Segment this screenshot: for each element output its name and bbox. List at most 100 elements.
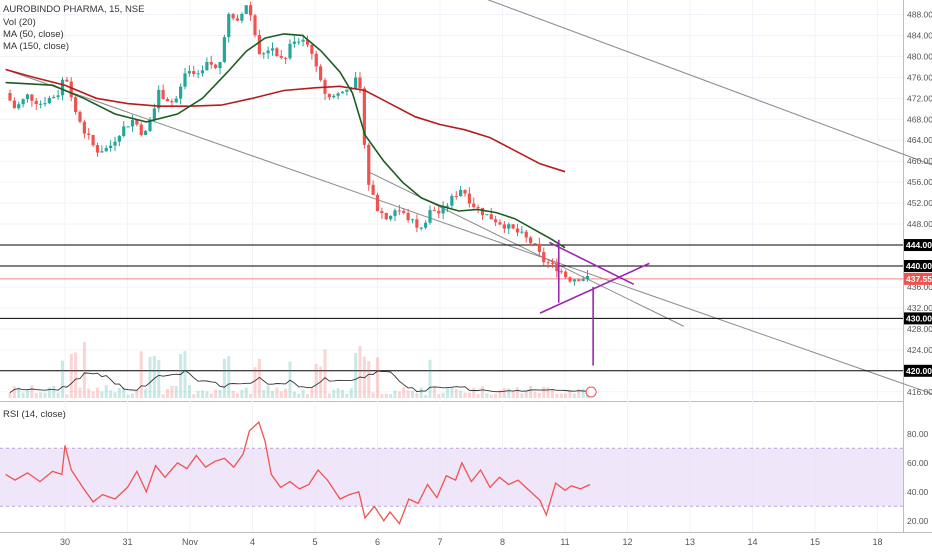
volume-bar <box>12 386 16 398</box>
legend-ma150[interactable]: MA (150, close) <box>3 41 73 52</box>
candle-body <box>126 126 130 128</box>
volume-bar <box>301 389 305 398</box>
volume-bar <box>389 393 393 398</box>
time-tick-label: Nov <box>182 537 199 547</box>
volume-bar <box>380 394 384 398</box>
axis-labels-layer: 3031Nov4567811121314151819488.00484.0048… <box>60 9 932 547</box>
volume-bar <box>56 392 60 398</box>
volume-bar <box>47 387 51 398</box>
price-tick-label: 448.00 <box>907 219 932 229</box>
rsi-label: RSI (14, close) <box>3 409 66 420</box>
volume-bar <box>244 387 248 398</box>
candle-body <box>476 207 480 209</box>
candle-body <box>135 120 139 125</box>
volume-bar <box>157 360 161 398</box>
rsi-pane <box>0 420 903 525</box>
candle-body <box>520 231 524 233</box>
candle-body <box>542 252 546 263</box>
volume-bar <box>323 349 327 398</box>
volume-bar <box>472 387 476 398</box>
volume-bar <box>187 385 191 398</box>
candle-body <box>310 44 314 54</box>
volume-bar <box>489 394 493 398</box>
candle-body <box>336 93 340 96</box>
candle-body <box>515 228 520 233</box>
volume-bar <box>214 389 218 398</box>
candle-body <box>502 224 506 229</box>
candle-body <box>196 73 200 75</box>
candle-body <box>17 104 21 109</box>
rsi-series-line <box>5 420 591 525</box>
volume-bar <box>529 385 533 398</box>
volume-bar <box>43 392 47 398</box>
volume-bar <box>218 389 222 398</box>
volume-bar <box>358 346 362 398</box>
volume-bar <box>367 361 371 398</box>
candle-body <box>485 214 489 216</box>
candle-body <box>30 94 34 101</box>
candle-body <box>511 224 515 229</box>
volume-bar <box>135 390 139 398</box>
candle-body <box>537 243 541 253</box>
volume-bar <box>441 392 445 398</box>
candle-body <box>406 212 410 221</box>
candle-body <box>564 271 568 278</box>
chart-legend-symbol[interactable]: AUROBINDO PHARMA, 15, NSE <box>3 4 148 15</box>
candle-body <box>450 195 454 206</box>
candle-body <box>240 13 244 21</box>
triangle-pattern-layer[interactable] <box>539 239 650 398</box>
horizontal-levels-layer[interactable] <box>0 244 903 372</box>
candle-body <box>179 86 183 99</box>
time-tick-label: 12 <box>622 537 632 547</box>
candle-body <box>214 64 218 69</box>
volume-bar <box>415 392 419 398</box>
candle-body <box>305 39 310 45</box>
candle-body <box>463 189 467 194</box>
volume-bar <box>424 394 428 398</box>
volume-bar <box>78 387 82 398</box>
volume-bar <box>144 388 148 398</box>
candle-body <box>559 271 563 273</box>
volume-bar <box>201 390 204 398</box>
candle-body <box>533 243 537 245</box>
price-tick-label: 460.00 <box>907 156 932 166</box>
time-tick-label: 11 <box>560 537 569 547</box>
legend-rsi[interactable]: RSI (14, close) <box>3 409 70 420</box>
candle-body <box>157 89 161 109</box>
volume-bar <box>39 392 43 398</box>
volume-bar <box>297 393 301 398</box>
volume-bar <box>8 392 12 398</box>
candle-body <box>441 206 445 214</box>
volume-bar <box>109 390 113 398</box>
volume-bar <box>87 388 91 398</box>
candle-body <box>148 119 152 131</box>
candle-body <box>459 189 463 197</box>
candle-body <box>384 213 388 220</box>
candle-body <box>139 124 143 136</box>
volume-bar <box>406 390 410 398</box>
candle-body <box>244 5 248 14</box>
candle-body <box>340 91 345 94</box>
legend-ma50[interactable]: MA (50, close) <box>3 29 68 40</box>
candle-body <box>489 214 493 220</box>
candle-body <box>82 121 86 134</box>
candle-body <box>319 66 323 81</box>
candle-body <box>227 14 231 38</box>
candle-body <box>78 112 82 122</box>
candle-body <box>467 193 471 204</box>
candle-body <box>183 73 187 87</box>
volume-bar <box>336 388 340 398</box>
candle-body <box>117 136 121 142</box>
time-tick-label: 14 <box>747 537 757 547</box>
candle-body <box>546 262 550 264</box>
volume-bar <box>345 394 349 398</box>
candle-body <box>480 207 485 216</box>
vol-label: Vol (20) <box>3 17 36 28</box>
price-tick-label: 452.00 <box>907 198 932 208</box>
candle-body <box>362 88 366 145</box>
volume-bar <box>581 388 585 398</box>
legend-volume[interactable]: Vol (20) <box>3 17 40 28</box>
candle-body <box>74 97 78 113</box>
price-tick-label: 456.00 <box>907 177 932 187</box>
